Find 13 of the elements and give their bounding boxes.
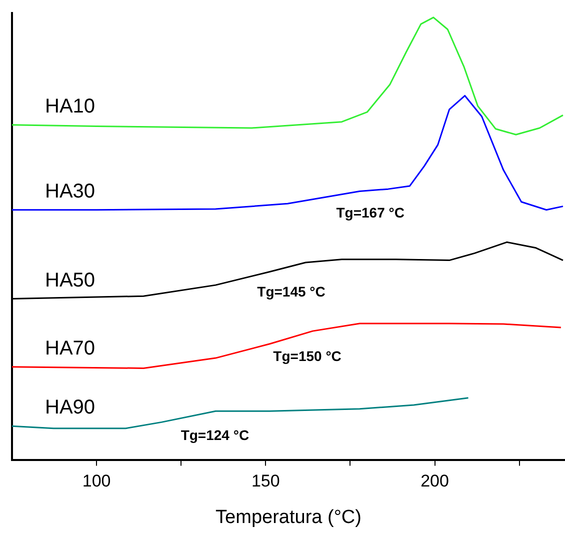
x-tick-label: 100 <box>82 472 111 491</box>
series-label: HA10 <box>45 95 96 118</box>
annotation: Tg=145 °C <box>257 284 326 300</box>
series-label: HA70 <box>45 337 96 360</box>
annotation: Tg=167 °C <box>336 204 404 220</box>
annotation: Tg=150 °C <box>273 348 342 364</box>
series-label: HA50 <box>45 269 96 292</box>
x-tick-label: 150 <box>251 472 280 491</box>
annotation: Tg=124 °C <box>180 426 250 443</box>
series-label: HA30 <box>45 180 96 202</box>
x-axis-title: Temperatura (°C) <box>216 506 362 528</box>
series-label: HA90 <box>45 396 96 419</box>
x-tick-label: 200 <box>420 472 449 491</box>
